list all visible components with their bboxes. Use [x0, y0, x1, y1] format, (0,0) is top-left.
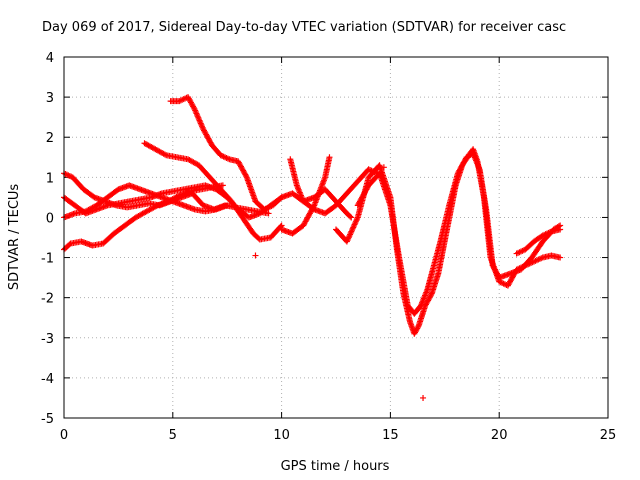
data-point: [557, 226, 564, 233]
data-point: [224, 202, 231, 209]
data-point: [161, 151, 168, 158]
data-point: [66, 241, 73, 248]
y-tick-label: -5: [41, 412, 54, 427]
series-arc-4: [61, 182, 231, 221]
data-point: [219, 182, 226, 189]
x-tick-label: 5: [169, 428, 177, 443]
chart-title: Day 069 of 2017, Sidereal Day-to-day VTE…: [42, 20, 566, 35]
data-point: [348, 214, 355, 221]
y-axis-label: SDTVAR / TECUs: [7, 184, 22, 291]
data-point: [310, 203, 317, 210]
y-tick-label: 1: [46, 171, 54, 186]
y-tick-label: -4: [41, 372, 54, 387]
series-arc-10: [354, 150, 564, 317]
data-point: [414, 324, 421, 331]
y-tick-label: 3: [46, 91, 54, 106]
data-point: [277, 195, 284, 202]
series-arc-9: [333, 146, 564, 337]
x-tick-label: 0: [60, 428, 68, 443]
series-arc-1: [61, 166, 381, 221]
x-tick-label: 25: [600, 428, 617, 443]
y-tick-label: -2: [41, 292, 54, 307]
plot-frame: [63, 56, 609, 419]
series-arc-6: [167, 94, 285, 213]
series-arc-11: [513, 226, 564, 257]
data-point: [265, 210, 272, 217]
data-point: [277, 223, 284, 230]
grid-lines: [64, 57, 608, 418]
data-point: [278, 194, 285, 201]
x-tick-label: 15: [382, 428, 399, 443]
data-point: [428, 291, 435, 298]
y-tick-label: 2: [46, 131, 54, 146]
outlier-point: [420, 394, 427, 401]
series-outliers: [252, 164, 427, 401]
outlier-point: [252, 252, 259, 259]
y-tick-label: -3: [41, 332, 54, 347]
data-point: [326, 154, 333, 161]
y-tick-label: 4: [46, 51, 54, 66]
data-point: [190, 104, 197, 111]
data-point: [557, 254, 564, 261]
y-tick-label: 0: [46, 211, 54, 226]
series-arc-7: [287, 156, 355, 221]
x-tick-label: 20: [491, 428, 508, 443]
data-point: [347, 213, 354, 220]
x-axis-label: GPS time / hours: [281, 459, 390, 474]
outlier-point: [380, 164, 387, 171]
series-arc-8: [278, 154, 333, 237]
data-points: [61, 94, 564, 401]
data-point: [243, 172, 250, 179]
y-tick-label: -1: [41, 252, 54, 267]
x-tick-label: 10: [273, 428, 290, 443]
